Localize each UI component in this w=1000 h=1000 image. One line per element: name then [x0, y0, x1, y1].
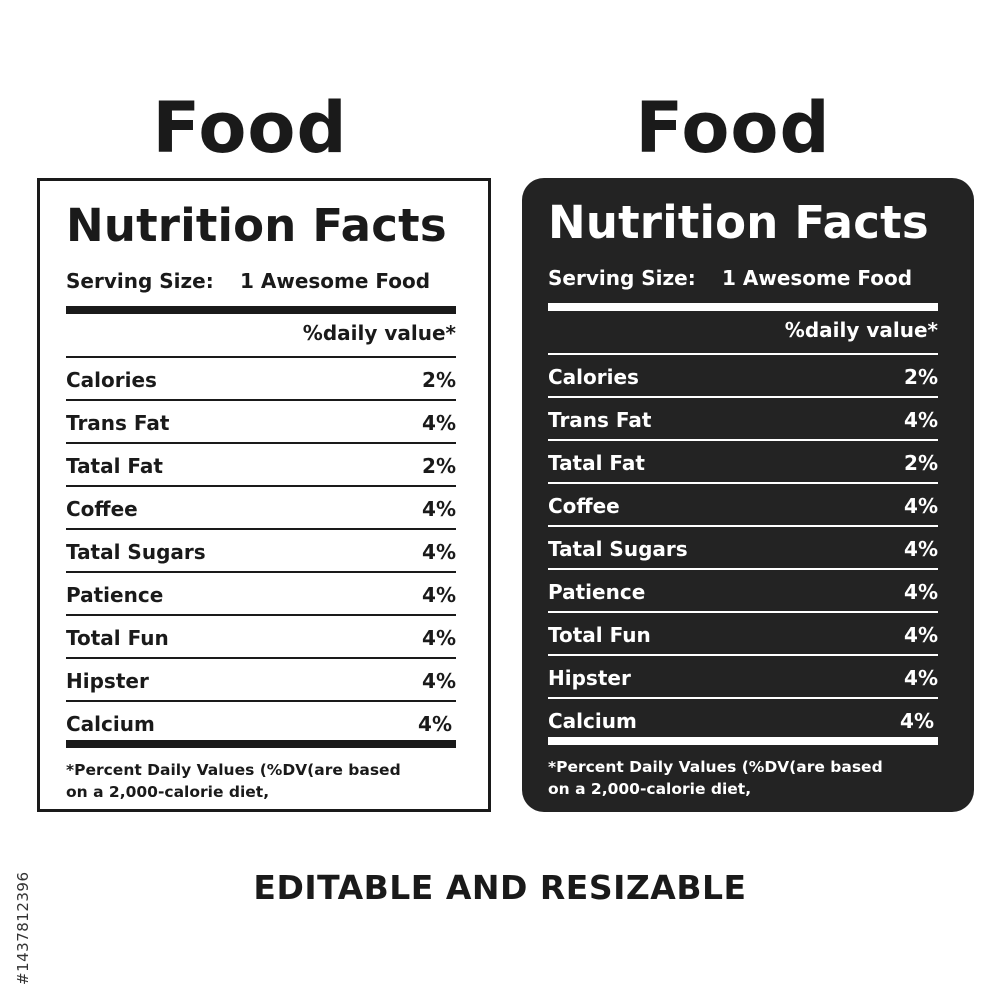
nutrient-name: Trans Fat: [66, 411, 170, 435]
nutrient-row: Calories 2%: [548, 353, 938, 396]
nutrient-name: Calories: [66, 368, 157, 392]
thick-divider: [66, 740, 456, 748]
nutrient-row: Tatal Fat 2%: [66, 442, 456, 485]
nutrient-row: Total Fun 4%: [66, 614, 456, 657]
nutrient-row: Total Fun 4%: [548, 611, 938, 654]
label-title: Nutrition Facts: [66, 199, 447, 252]
thick-divider: [548, 737, 938, 745]
footnote-line: on a 2,000-calorie diet,: [66, 783, 270, 801]
nutrient-row: Trans Fat 4%: [548, 396, 938, 439]
footnote-line: on a 2,000-calorie diet,: [548, 780, 752, 798]
nutrient-row: Patience 4%: [66, 571, 456, 614]
nutrient-percent: 4%: [904, 623, 938, 647]
nutrient-name: Calcium: [548, 709, 637, 733]
nutrient-name: Tatal Sugars: [66, 540, 206, 564]
footnote-line: *Percent Daily Values (%DV(are based: [548, 758, 883, 776]
nutrient-name: Hipster: [66, 669, 149, 693]
nutrient-name: Calories: [548, 365, 639, 389]
nutrient-row: Patience 4%: [548, 568, 938, 611]
nutrient-row: Coffee 4%: [66, 485, 456, 528]
serving-size-value: 1 Awesome Food: [722, 266, 913, 290]
nutrient-percent: 2%: [422, 368, 456, 392]
nutrient-row: Hipster 4%: [66, 657, 456, 700]
nutrient-percent: 4%: [422, 626, 456, 650]
nutrient-percent: 4%: [904, 408, 938, 432]
nutrient-percent: 4%: [904, 494, 938, 518]
nutrient-percent: 4%: [904, 537, 938, 561]
nutrient-percent: 4%: [900, 709, 934, 733]
nutrient-percent: 2%: [904, 451, 938, 475]
nutrient-rows: Calories 2% Trans Fat 4% Tatal Fat 2% Coffe…: [548, 353, 938, 740]
nutrient-name: Tatal Fat: [66, 454, 163, 478]
nutrient-row: Calcium 4%: [66, 700, 456, 743]
nutrient-percent: 2%: [904, 365, 938, 389]
nutrient-row: Tatal Sugars 4%: [66, 528, 456, 571]
footnote-line: *Percent Daily Values (%DV(are based: [66, 761, 401, 779]
nutrient-percent: 4%: [904, 666, 938, 690]
nutrient-percent: 4%: [422, 540, 456, 564]
nutrient-name: Hipster: [548, 666, 631, 690]
nutrient-row: Hipster 4%: [548, 654, 938, 697]
thick-divider: [66, 306, 456, 314]
footnote: *Percent Daily Values (%DV(are based on …: [548, 756, 928, 800]
nutrient-name: Coffee: [66, 497, 138, 521]
label-title: Nutrition Facts: [548, 196, 929, 249]
heading-left: Food: [152, 87, 348, 169]
footnote: *Percent Daily Values (%DV(are based on …: [66, 759, 446, 803]
daily-value-header: %daily value*: [784, 318, 938, 342]
nutrient-name: Calcium: [66, 712, 155, 736]
nutrient-row: Coffee 4%: [548, 482, 938, 525]
tagline: EDITABLE AND RESIZABLE: [253, 868, 747, 907]
nutrient-percent: 4%: [422, 497, 456, 521]
nutrient-name: Patience: [548, 580, 646, 604]
nutrient-name: Patience: [66, 583, 164, 607]
nutrient-name: Coffee: [548, 494, 620, 518]
serving-size-label: Serving Size:: [66, 269, 214, 293]
stock-id: #1437812396: [14, 871, 32, 985]
daily-value-header: %daily value*: [302, 321, 456, 345]
nutrient-row: Tatal Sugars 4%: [548, 525, 938, 568]
nutrient-percent: 4%: [418, 712, 452, 736]
nutrient-name: Trans Fat: [548, 408, 652, 432]
heading-right: Food: [635, 87, 831, 169]
thick-divider: [548, 303, 938, 311]
nutrient-percent: 4%: [422, 411, 456, 435]
nutrient-row: Calcium 4%: [548, 697, 938, 740]
nutrient-name: Total Fun: [548, 623, 651, 647]
nutrient-row: Trans Fat 4%: [66, 399, 456, 442]
serving-size-value: 1 Awesome Food: [240, 269, 431, 293]
nutrient-row: Tatal Fat 2%: [548, 439, 938, 482]
nutrient-percent: 4%: [904, 580, 938, 604]
nutrient-percent: 4%: [422, 669, 456, 693]
nutrient-rows: Calories 2% Trans Fat 4% Tatal Fat 2% Coffe…: [66, 356, 456, 743]
nutrient-name: Tatal Sugars: [548, 537, 688, 561]
nutrition-label-dark: Nutrition Facts Serving Size: 1 Awesome …: [522, 178, 974, 812]
nutrient-row: Calories 2%: [66, 356, 456, 399]
nutrient-percent: 2%: [422, 454, 456, 478]
nutrient-name: Tatal Fat: [548, 451, 645, 475]
nutrient-percent: 4%: [422, 583, 456, 607]
serving-size-label: Serving Size:: [548, 266, 696, 290]
nutrient-name: Total Fun: [66, 626, 169, 650]
nutrition-label-light: Nutrition Facts Serving Size: 1 Awesome …: [37, 178, 491, 812]
